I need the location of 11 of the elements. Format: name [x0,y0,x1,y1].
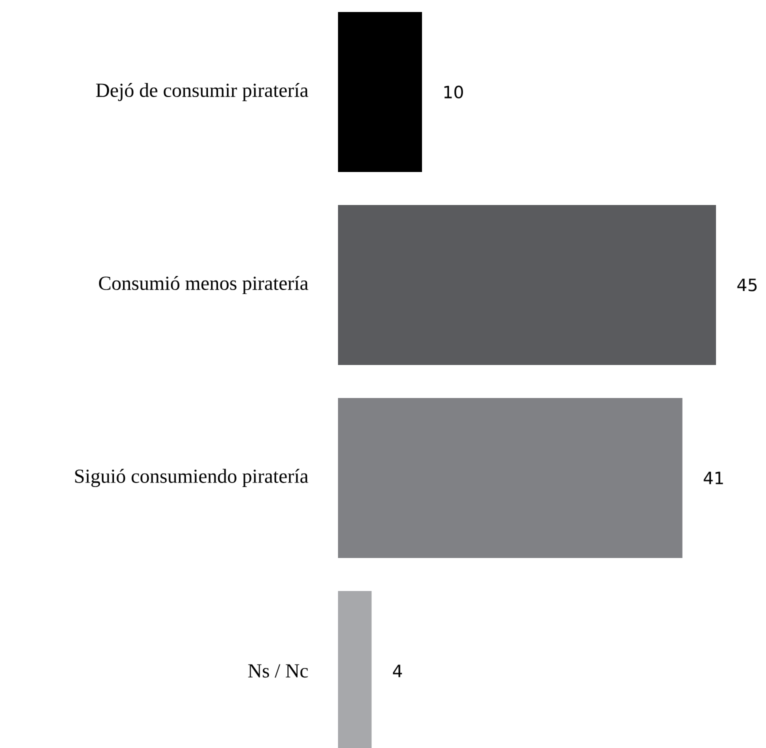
bar [338,398,682,558]
data-label: 41 [704,472,723,484]
y-tick-label: Siguió consumiendo piratería [75,468,308,488]
y-tick-label: Consumió menos piratería [99,276,308,294]
data-label: 45 [737,278,757,292]
y-tick-label: Ns / Nc [248,664,308,678]
bar [338,205,716,366]
y-tick-label: Dejó de consumir piratería [96,82,308,102]
data-label: 10 [444,86,463,98]
bar [338,12,422,172]
data-label: 4 [392,664,402,678]
